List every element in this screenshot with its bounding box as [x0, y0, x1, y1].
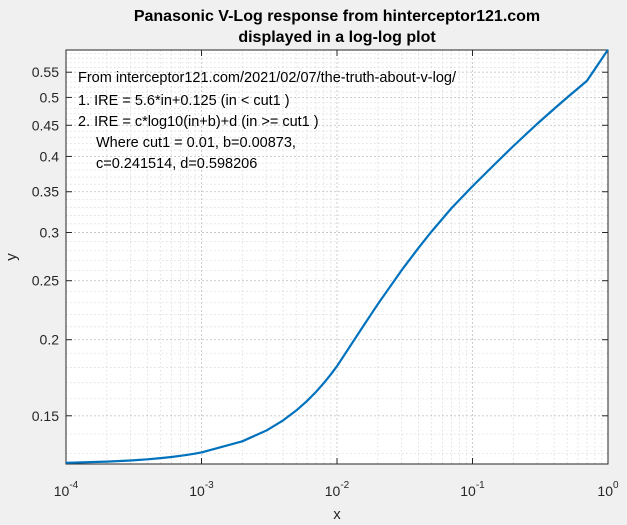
x-tick-label-exponent: -1: [476, 480, 485, 491]
y-tick-label: 0.15: [32, 408, 59, 424]
y-tick-label: 0.2: [40, 332, 60, 348]
x-tick-labels: 10-4 10-3 10-2 10-1 100: [54, 480, 619, 499]
y-tick-label: 0.5: [40, 89, 60, 105]
x-tick-label-base: 10: [54, 483, 70, 499]
axis-ticks: [65, 50, 609, 464]
x-tick-label: 100: [597, 480, 619, 499]
x-tick-label-base: 10: [189, 483, 205, 499]
y-tick-labels: 0.15 0.2 0.25 0.3 0.35 0.4 0.45 0.5 0.55: [32, 64, 59, 424]
annotation-line-formula-1: 1. IRE = 5.6*in+0.125 (in < cut1 ): [78, 93, 290, 109]
x-tick-label-base: 10: [325, 483, 341, 499]
y-tick-label: 0.55: [32, 64, 59, 80]
plot-background: [66, 50, 608, 464]
y-tick-label: 0.25: [32, 273, 59, 289]
annotation-text: From interceptor121.com/2021/02/07/the-t…: [78, 70, 457, 172]
x-tick-label-base: 10: [597, 483, 613, 499]
chart-title-line-1: Panasonic V-Log response from hintercept…: [134, 8, 540, 25]
annotation-line-params-1: Where cut1 = 0.01, b=0.00873,: [96, 135, 296, 151]
chart-title-line-2: displayed in a log-log plot: [238, 29, 436, 46]
y-axis-label: y: [3, 253, 20, 261]
x-tick-label-base: 10: [460, 483, 476, 499]
x-tick-label-exponent: -4: [69, 480, 78, 491]
x-tick-label: 10-2: [325, 480, 350, 499]
series-line-vlog: [65, 48, 609, 464]
y-tick-label: 0.45: [32, 117, 59, 133]
x-tick-label: 10-1: [460, 480, 485, 499]
x-tick-label-exponent: -2: [340, 480, 349, 491]
x-tick-label: 10-3: [189, 480, 214, 499]
x-tick-label-exponent: 0: [613, 480, 619, 491]
minor-grid: [66, 50, 608, 464]
x-tick-label-exponent: -3: [205, 480, 214, 491]
x-axis-label: x: [333, 506, 341, 523]
annotation-line-params-2: c=0.241514, d=0.598206: [96, 156, 257, 172]
y-tick-label: 0.3: [40, 224, 60, 240]
x-tick-label: 10-4: [54, 480, 79, 499]
annotation-line-formula-2: 2. IRE = c*log10(in+b)+d (in >= cut1 ): [78, 114, 319, 130]
annotation-line-source: From interceptor121.com/2021/02/07/the-t…: [78, 70, 457, 86]
y-tick-label: 0.35: [32, 184, 59, 200]
y-tick-label: 0.4: [40, 148, 60, 164]
